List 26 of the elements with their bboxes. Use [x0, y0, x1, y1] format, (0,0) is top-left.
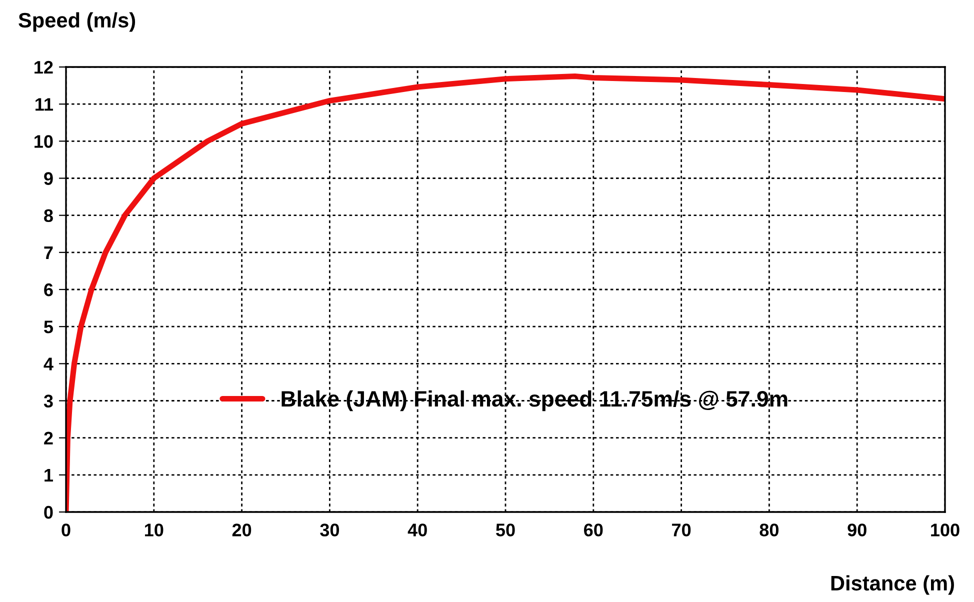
y-tick-label: 3	[44, 394, 53, 408]
x-tick-label: 0	[62, 524, 70, 536]
x-tick-label: 40	[408, 524, 427, 536]
y-tick-label: 11	[36, 98, 53, 111]
x-tick-label: 10	[144, 524, 164, 536]
x-tick-label: 20	[232, 524, 252, 536]
y-axis-title: Speed (m/s)	[18, 12, 136, 32]
y-tick-label: 8	[44, 209, 53, 222]
x-axis-title: Distance (m)	[831, 575, 954, 595]
y-tick-label: 6	[44, 283, 53, 296]
x-tick-label: 80	[760, 524, 778, 536]
y-tick-label: 5	[44, 320, 53, 334]
x-tick-label: 30	[320, 524, 340, 536]
x-tick-label: 90	[848, 524, 866, 536]
y-tick-label: 7	[44, 246, 53, 259]
y-tick-label: 9	[44, 172, 53, 185]
x-tick-label: 60	[584, 524, 603, 536]
y-tick-label: 1	[44, 469, 53, 482]
x-tick-label: 50	[496, 524, 515, 536]
y-tick-label: 0	[44, 506, 53, 519]
y-tick-label: 4	[44, 358, 54, 370]
x-tick-label: 100	[931, 524, 960, 536]
y-tick-label: 10	[34, 135, 53, 148]
x-tick-label: 70	[672, 524, 691, 536]
y-tick-label: 12	[34, 60, 53, 74]
y-tick-label: 2	[44, 432, 53, 444]
